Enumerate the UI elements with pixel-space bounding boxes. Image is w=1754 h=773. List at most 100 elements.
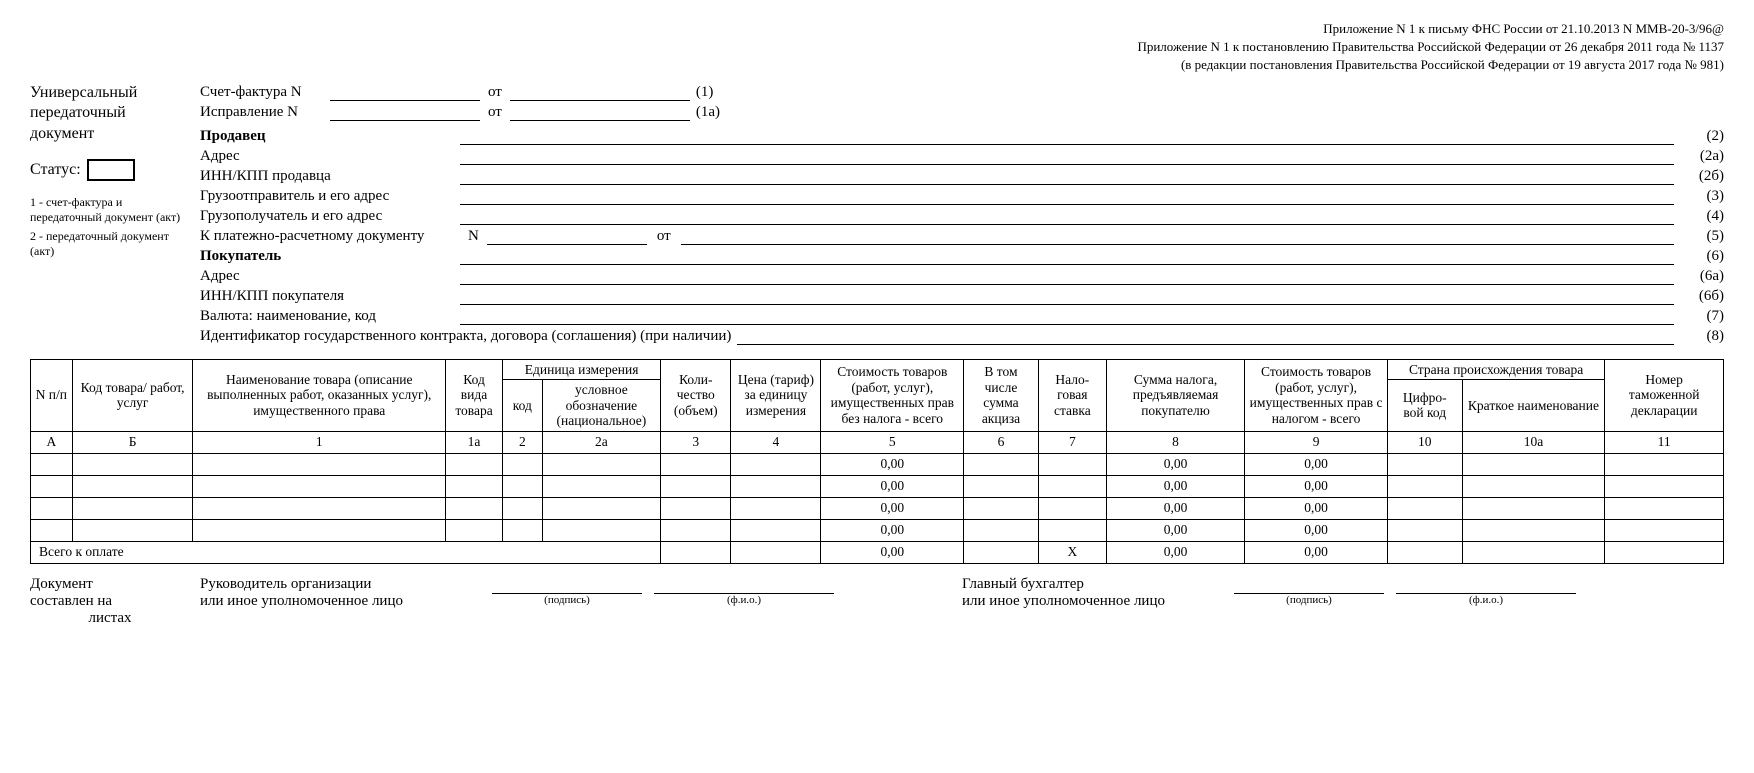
table-cell[interactable] [446, 519, 503, 541]
table-cell[interactable] [964, 475, 1039, 497]
table-cell[interactable]: 0,00 [821, 453, 964, 475]
table-cell[interactable] [31, 497, 73, 519]
table-cell[interactable] [661, 453, 731, 475]
buyer-inn-field[interactable] [460, 287, 1674, 305]
col-num: 7 [1038, 431, 1106, 453]
payment-date-field[interactable] [681, 227, 1674, 245]
correction-date-field[interactable] [510, 103, 690, 121]
table-cell[interactable]: 0,00 [1245, 497, 1388, 519]
table-cell[interactable] [1462, 475, 1605, 497]
table-cell[interactable] [964, 497, 1039, 519]
col-num: 11 [1605, 431, 1724, 453]
table-cell[interactable] [1038, 453, 1106, 475]
status-box[interactable] [87, 159, 135, 181]
table-cell[interactable] [72, 475, 193, 497]
table-cell[interactable] [31, 519, 73, 541]
manager-fio-field[interactable] [654, 576, 834, 594]
table-cell[interactable] [542, 453, 661, 475]
table-cell[interactable] [446, 497, 503, 519]
table-cell[interactable] [542, 475, 661, 497]
table-cell[interactable] [1038, 475, 1106, 497]
table-cell[interactable] [1462, 519, 1605, 541]
currency-field[interactable] [460, 307, 1674, 325]
table-cell[interactable] [731, 497, 821, 519]
seller-inn-num: (2б) [1674, 168, 1724, 185]
invoice-number-field[interactable] [330, 83, 480, 101]
table-cell[interactable]: 0,00 [1245, 475, 1388, 497]
table-cell[interactable] [964, 453, 1039, 475]
buyer-addr-field[interactable] [460, 267, 1674, 285]
correction-number-field[interactable] [330, 103, 480, 121]
table-cell[interactable] [1462, 453, 1605, 475]
footer: Документ составлен на листах Руководител… [30, 576, 1724, 627]
table-cell[interactable] [1605, 453, 1724, 475]
table-cell[interactable] [542, 497, 661, 519]
contract-field[interactable] [737, 327, 1674, 345]
col-num: 1а [446, 431, 503, 453]
payment-number-field[interactable] [487, 227, 647, 245]
payment-ot: от [647, 228, 681, 245]
th-cost-with-tax: Стоимость товаров (работ, услуг), имущес… [1245, 359, 1388, 431]
total-cell: 0,00 [1106, 541, 1244, 563]
accountant-signature-field[interactable] [1234, 576, 1384, 594]
accountant-sig-caption: (подпись) [1234, 594, 1384, 606]
table-cell[interactable] [661, 519, 731, 541]
payment-n: N [460, 228, 487, 245]
table-cell[interactable] [193, 519, 446, 541]
table-cell[interactable]: 0,00 [821, 497, 964, 519]
table-cell[interactable] [193, 475, 446, 497]
table-cell[interactable]: 0,00 [821, 519, 964, 541]
consignee-field[interactable] [460, 207, 1674, 225]
table-cell[interactable] [661, 475, 731, 497]
table-cell[interactable] [1387, 475, 1462, 497]
table-cell[interactable] [503, 519, 543, 541]
table-cell[interactable] [1462, 497, 1605, 519]
table-cell[interactable] [72, 519, 193, 541]
table-cell[interactable] [503, 453, 543, 475]
seller-inn-field[interactable] [460, 167, 1674, 185]
seller-addr-field[interactable] [460, 147, 1674, 165]
table-cell[interactable]: 0,00 [821, 475, 964, 497]
seller-field[interactable] [460, 127, 1674, 145]
table-cell[interactable] [1387, 497, 1462, 519]
accountant-fio-caption: (ф.и.о.) [1396, 594, 1576, 606]
table-cell[interactable] [446, 453, 503, 475]
table-cell[interactable]: 0,00 [1245, 519, 1388, 541]
table-cell[interactable] [542, 519, 661, 541]
table-cell[interactable] [1605, 519, 1724, 541]
table-cell[interactable] [72, 453, 193, 475]
table-cell[interactable] [964, 519, 1039, 541]
table-cell[interactable] [731, 453, 821, 475]
table-cell[interactable] [503, 475, 543, 497]
table-cell[interactable] [661, 497, 731, 519]
table-cell[interactable] [31, 453, 73, 475]
table-cell[interactable]: 0,00 [1106, 497, 1244, 519]
table-cell[interactable] [731, 475, 821, 497]
invoice-ot: от [480, 84, 510, 101]
table-cell[interactable]: 0,00 [1245, 453, 1388, 475]
table-cell[interactable] [1605, 475, 1724, 497]
table-cell[interactable]: 0,00 [1106, 475, 1244, 497]
table-cell[interactable] [31, 475, 73, 497]
invoice-date-field[interactable] [510, 83, 690, 101]
table-cell[interactable] [731, 519, 821, 541]
accountant-fio-field[interactable] [1396, 576, 1576, 594]
shipper-field[interactable] [460, 187, 1674, 205]
table-cell[interactable] [503, 497, 543, 519]
shipper-label: Грузоотправитель и его адрес [200, 188, 460, 205]
table-cell[interactable] [1038, 497, 1106, 519]
buyer-inn-num: (6б) [1674, 288, 1724, 305]
buyer-field[interactable] [460, 247, 1674, 265]
table-cell[interactable] [1387, 519, 1462, 541]
table-cell[interactable] [193, 453, 446, 475]
table-cell[interactable] [72, 497, 193, 519]
table-cell[interactable] [1038, 519, 1106, 541]
table-cell[interactable] [1387, 453, 1462, 475]
table-cell[interactable]: 0,00 [1106, 453, 1244, 475]
table-cell[interactable] [1605, 497, 1724, 519]
table-cell[interactable] [193, 497, 446, 519]
table-cell[interactable] [446, 475, 503, 497]
th-name: Наименование товара (описание выполненны… [193, 359, 446, 431]
table-cell[interactable]: 0,00 [1106, 519, 1244, 541]
manager-signature-field[interactable] [492, 576, 642, 594]
